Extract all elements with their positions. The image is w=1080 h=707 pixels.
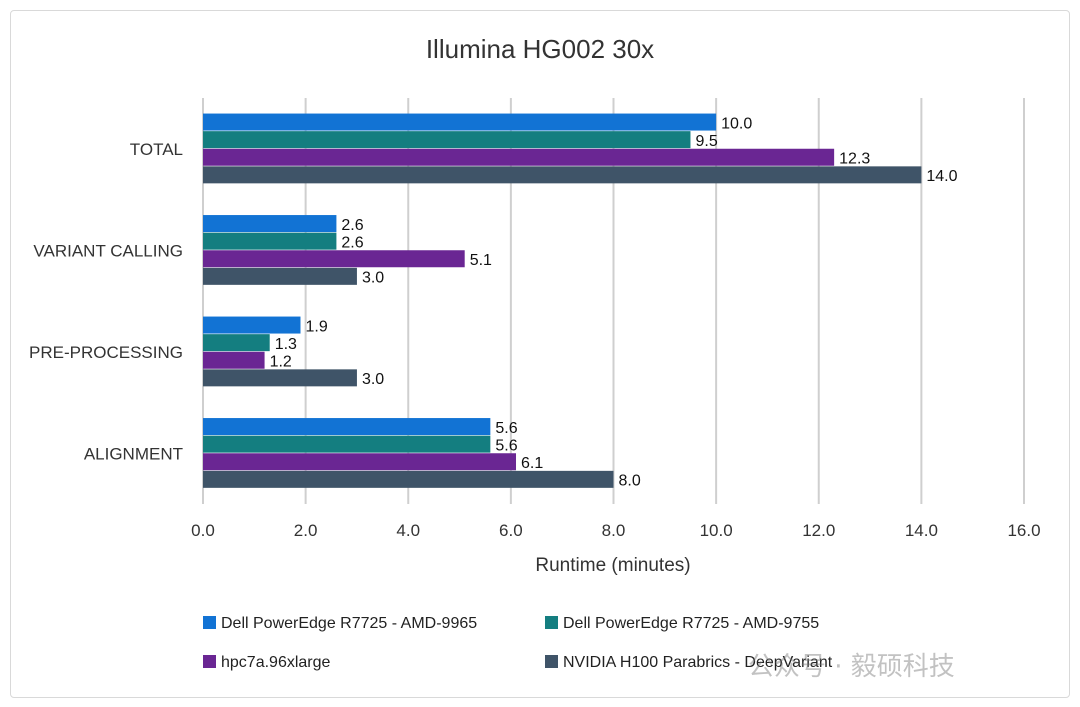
x-tick-label: 6.0: [499, 521, 523, 540]
x-tick-label: 8.0: [602, 521, 626, 540]
category-label: TOTAL: [130, 140, 183, 159]
legend-swatch: [203, 616, 216, 629]
bar: [203, 316, 301, 334]
category-labels: TOTAL VARIANT CALLING PRE-PROCESSING ALIGNM…: [29, 140, 183, 464]
data-label: 1.2: [270, 354, 292, 371]
bar: [203, 369, 357, 387]
bar: [203, 453, 517, 471]
legend-label: hpc7a.96xlarge: [221, 654, 331, 671]
bar: [203, 131, 691, 149]
legend-swatch: [545, 616, 558, 629]
legend-swatch: [545, 655, 558, 668]
data-label: 2.6: [341, 234, 363, 251]
bar: [203, 334, 270, 352]
bar: [203, 232, 337, 250]
data-label: 12.3: [839, 151, 870, 168]
bar: [203, 470, 614, 488]
bar: [203, 435, 491, 453]
bar: [203, 418, 491, 436]
x-tick-label: 0.0: [191, 521, 215, 540]
data-label: 3.0: [362, 371, 384, 388]
bar: [203, 351, 265, 369]
x-tick-label: 10.0: [700, 521, 733, 540]
data-label: 6.1: [521, 455, 543, 472]
x-tick-label: 4.0: [396, 521, 420, 540]
bar: [203, 166, 922, 184]
x-tick-label: 12.0: [802, 521, 835, 540]
data-label: 3.0: [362, 270, 384, 287]
legend: Dell PowerEdge R7725 - AMD-9965 Dell Powe…: [203, 615, 833, 671]
bar: [203, 250, 465, 268]
data-labels: 10.09.5 12.3 14.0 2.62.6 5.1 3.0 1.9 1.31.2 3.0 5…: [270, 115, 958, 489]
x-tick-label: 14.0: [905, 521, 938, 540]
data-label: 2.6: [341, 217, 363, 234]
legend-label: Dell PowerEdge R7725 - AMD-9755: [563, 615, 819, 632]
data-label: 1.3: [275, 336, 297, 353]
legend-swatch: [203, 655, 216, 668]
category-label: PRE-PROCESSING: [29, 343, 183, 362]
data-label: 8.0: [619, 473, 641, 490]
data-label: 1.9: [305, 318, 327, 335]
legend-label: NVIDIA H100 Parabrics - DeepVariant: [563, 654, 833, 671]
data-label: 9.5: [695, 133, 717, 150]
category-label: VARIANT CALLING: [33, 241, 183, 260]
bar: [203, 215, 337, 233]
x-tick-label: 16.0: [1007, 521, 1040, 540]
bars: [203, 113, 922, 488]
bar: [203, 148, 835, 166]
bar: [203, 113, 717, 131]
watermark: 公众号 · 毅硕科技: [748, 652, 955, 682]
data-label: 5.1: [470, 252, 492, 269]
data-label: 5.6: [495, 420, 517, 437]
data-label: 5.6: [495, 437, 517, 454]
x-tick-label: 2.0: [294, 521, 318, 540]
x-axis-label: Runtime (minutes): [535, 555, 690, 576]
legend-label: Dell PowerEdge R7725 - AMD-9965: [221, 615, 477, 632]
data-label: 10.0: [721, 115, 752, 132]
data-label: 14.0: [926, 168, 957, 185]
chart-title: Illumina HG002 30x: [426, 34, 654, 64]
category-label: ALIGNMENT: [84, 444, 183, 463]
bar: [203, 267, 357, 285]
x-tick-labels: 0.0 2.0 4.0 6.0 8.0 10.0 12.0 14.0 16.0: [191, 521, 1040, 540]
